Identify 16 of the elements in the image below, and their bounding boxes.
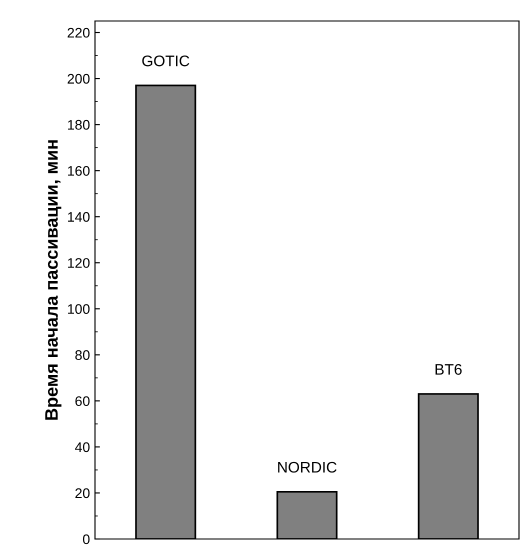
y-tick-label: 180: [68, 120, 90, 130]
y-tick-label: 40: [75, 442, 90, 452]
x-tick-label: NORDIC: [278, 462, 337, 473]
y-tick-label: 60: [75, 396, 90, 406]
y-tick-label: 0: [82, 534, 90, 544]
y-tick-label: 160: [68, 166, 90, 176]
y-axis-title: Время начала пассивации, мин: [45, 140, 62, 420]
y-tick-label: 200: [68, 74, 90, 84]
y-tick-label: 80: [75, 350, 90, 360]
x-tick-label: BT6: [436, 364, 462, 375]
y-tick-label: 220: [68, 28, 90, 38]
y-tick-label: 100: [68, 304, 90, 314]
y-tick-label: 20: [75, 488, 90, 498]
y-tick-label: 140: [68, 212, 90, 222]
x-tick-label: GOTIC: [142, 56, 190, 66]
y-tick-label: 120: [68, 258, 90, 268]
